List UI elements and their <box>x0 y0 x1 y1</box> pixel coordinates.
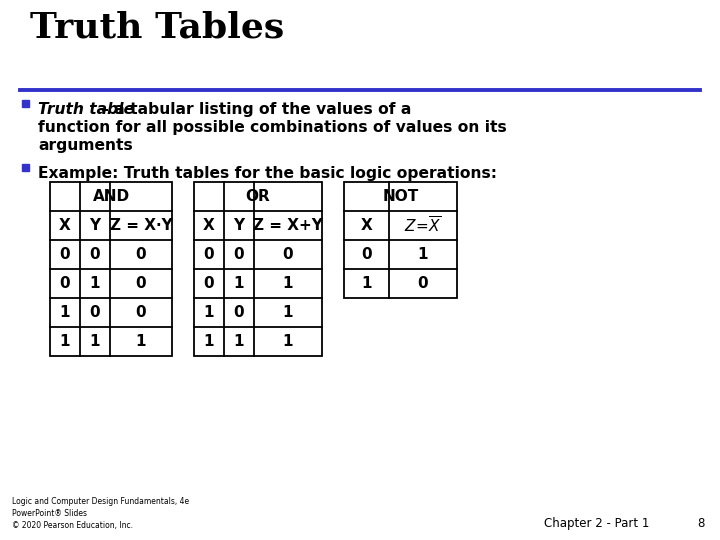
Text: Chapter 2 - Part 1: Chapter 2 - Part 1 <box>544 517 649 530</box>
Text: AND: AND <box>92 189 130 204</box>
Text: Z = X·Y: Z = X·Y <box>109 218 172 233</box>
Text: Y: Y <box>233 218 245 233</box>
Bar <box>22 100 29 107</box>
Text: 0: 0 <box>60 276 71 291</box>
Text: Y: Y <box>89 218 101 233</box>
Text: Truth Tables: Truth Tables <box>30 10 284 44</box>
Text: X: X <box>361 218 372 233</box>
Text: Truth table: Truth table <box>38 102 134 117</box>
Text: 1: 1 <box>234 276 244 291</box>
Text: 1: 1 <box>361 276 372 291</box>
Text: 0: 0 <box>90 305 100 320</box>
Text: 0: 0 <box>204 276 215 291</box>
Text: 0: 0 <box>361 247 372 262</box>
Text: Logic and Computer Design Fundamentals, 4e
PowerPoint® Slides
© 2020 Pearson Edu: Logic and Computer Design Fundamentals, … <box>12 497 189 530</box>
Text: 0: 0 <box>135 276 146 291</box>
Text: 1: 1 <box>136 334 146 349</box>
Text: arguments: arguments <box>38 138 132 153</box>
Text: 0: 0 <box>234 305 244 320</box>
Text: 1: 1 <box>204 334 215 349</box>
Text: 1: 1 <box>234 334 244 349</box>
Text: 1: 1 <box>60 334 71 349</box>
Text: 0: 0 <box>90 247 100 262</box>
Text: function for all possible combinations of values on its: function for all possible combinations o… <box>38 120 507 135</box>
Text: X: X <box>59 218 71 233</box>
Text: NOT: NOT <box>382 189 418 204</box>
Text: 0: 0 <box>283 247 293 262</box>
Text: Z = X+Y: Z = X+Y <box>253 218 323 233</box>
Text: 8: 8 <box>697 517 704 530</box>
Text: 1: 1 <box>90 276 100 291</box>
Text: 0: 0 <box>135 305 146 320</box>
Text: 1: 1 <box>283 276 293 291</box>
Text: 1: 1 <box>418 247 428 262</box>
Text: 1: 1 <box>283 334 293 349</box>
Text: 0: 0 <box>234 247 244 262</box>
Text: $Z\!=\!\overline{X}$: $Z\!=\!\overline{X}$ <box>405 215 441 235</box>
Text: 0: 0 <box>204 247 215 262</box>
Bar <box>22 164 29 171</box>
Text: – a tabular listing of the values of a: – a tabular listing of the values of a <box>101 102 411 117</box>
Text: 1: 1 <box>204 305 215 320</box>
Text: 0: 0 <box>60 247 71 262</box>
Text: OR: OR <box>246 189 271 204</box>
Text: Example: Truth tables for the basic logic operations:: Example: Truth tables for the basic logi… <box>38 166 497 181</box>
Text: 1: 1 <box>283 305 293 320</box>
Text: 1: 1 <box>90 334 100 349</box>
Text: 0: 0 <box>135 247 146 262</box>
Text: X: X <box>203 218 215 233</box>
Text: 0: 0 <box>418 276 428 291</box>
Text: 1: 1 <box>60 305 71 320</box>
